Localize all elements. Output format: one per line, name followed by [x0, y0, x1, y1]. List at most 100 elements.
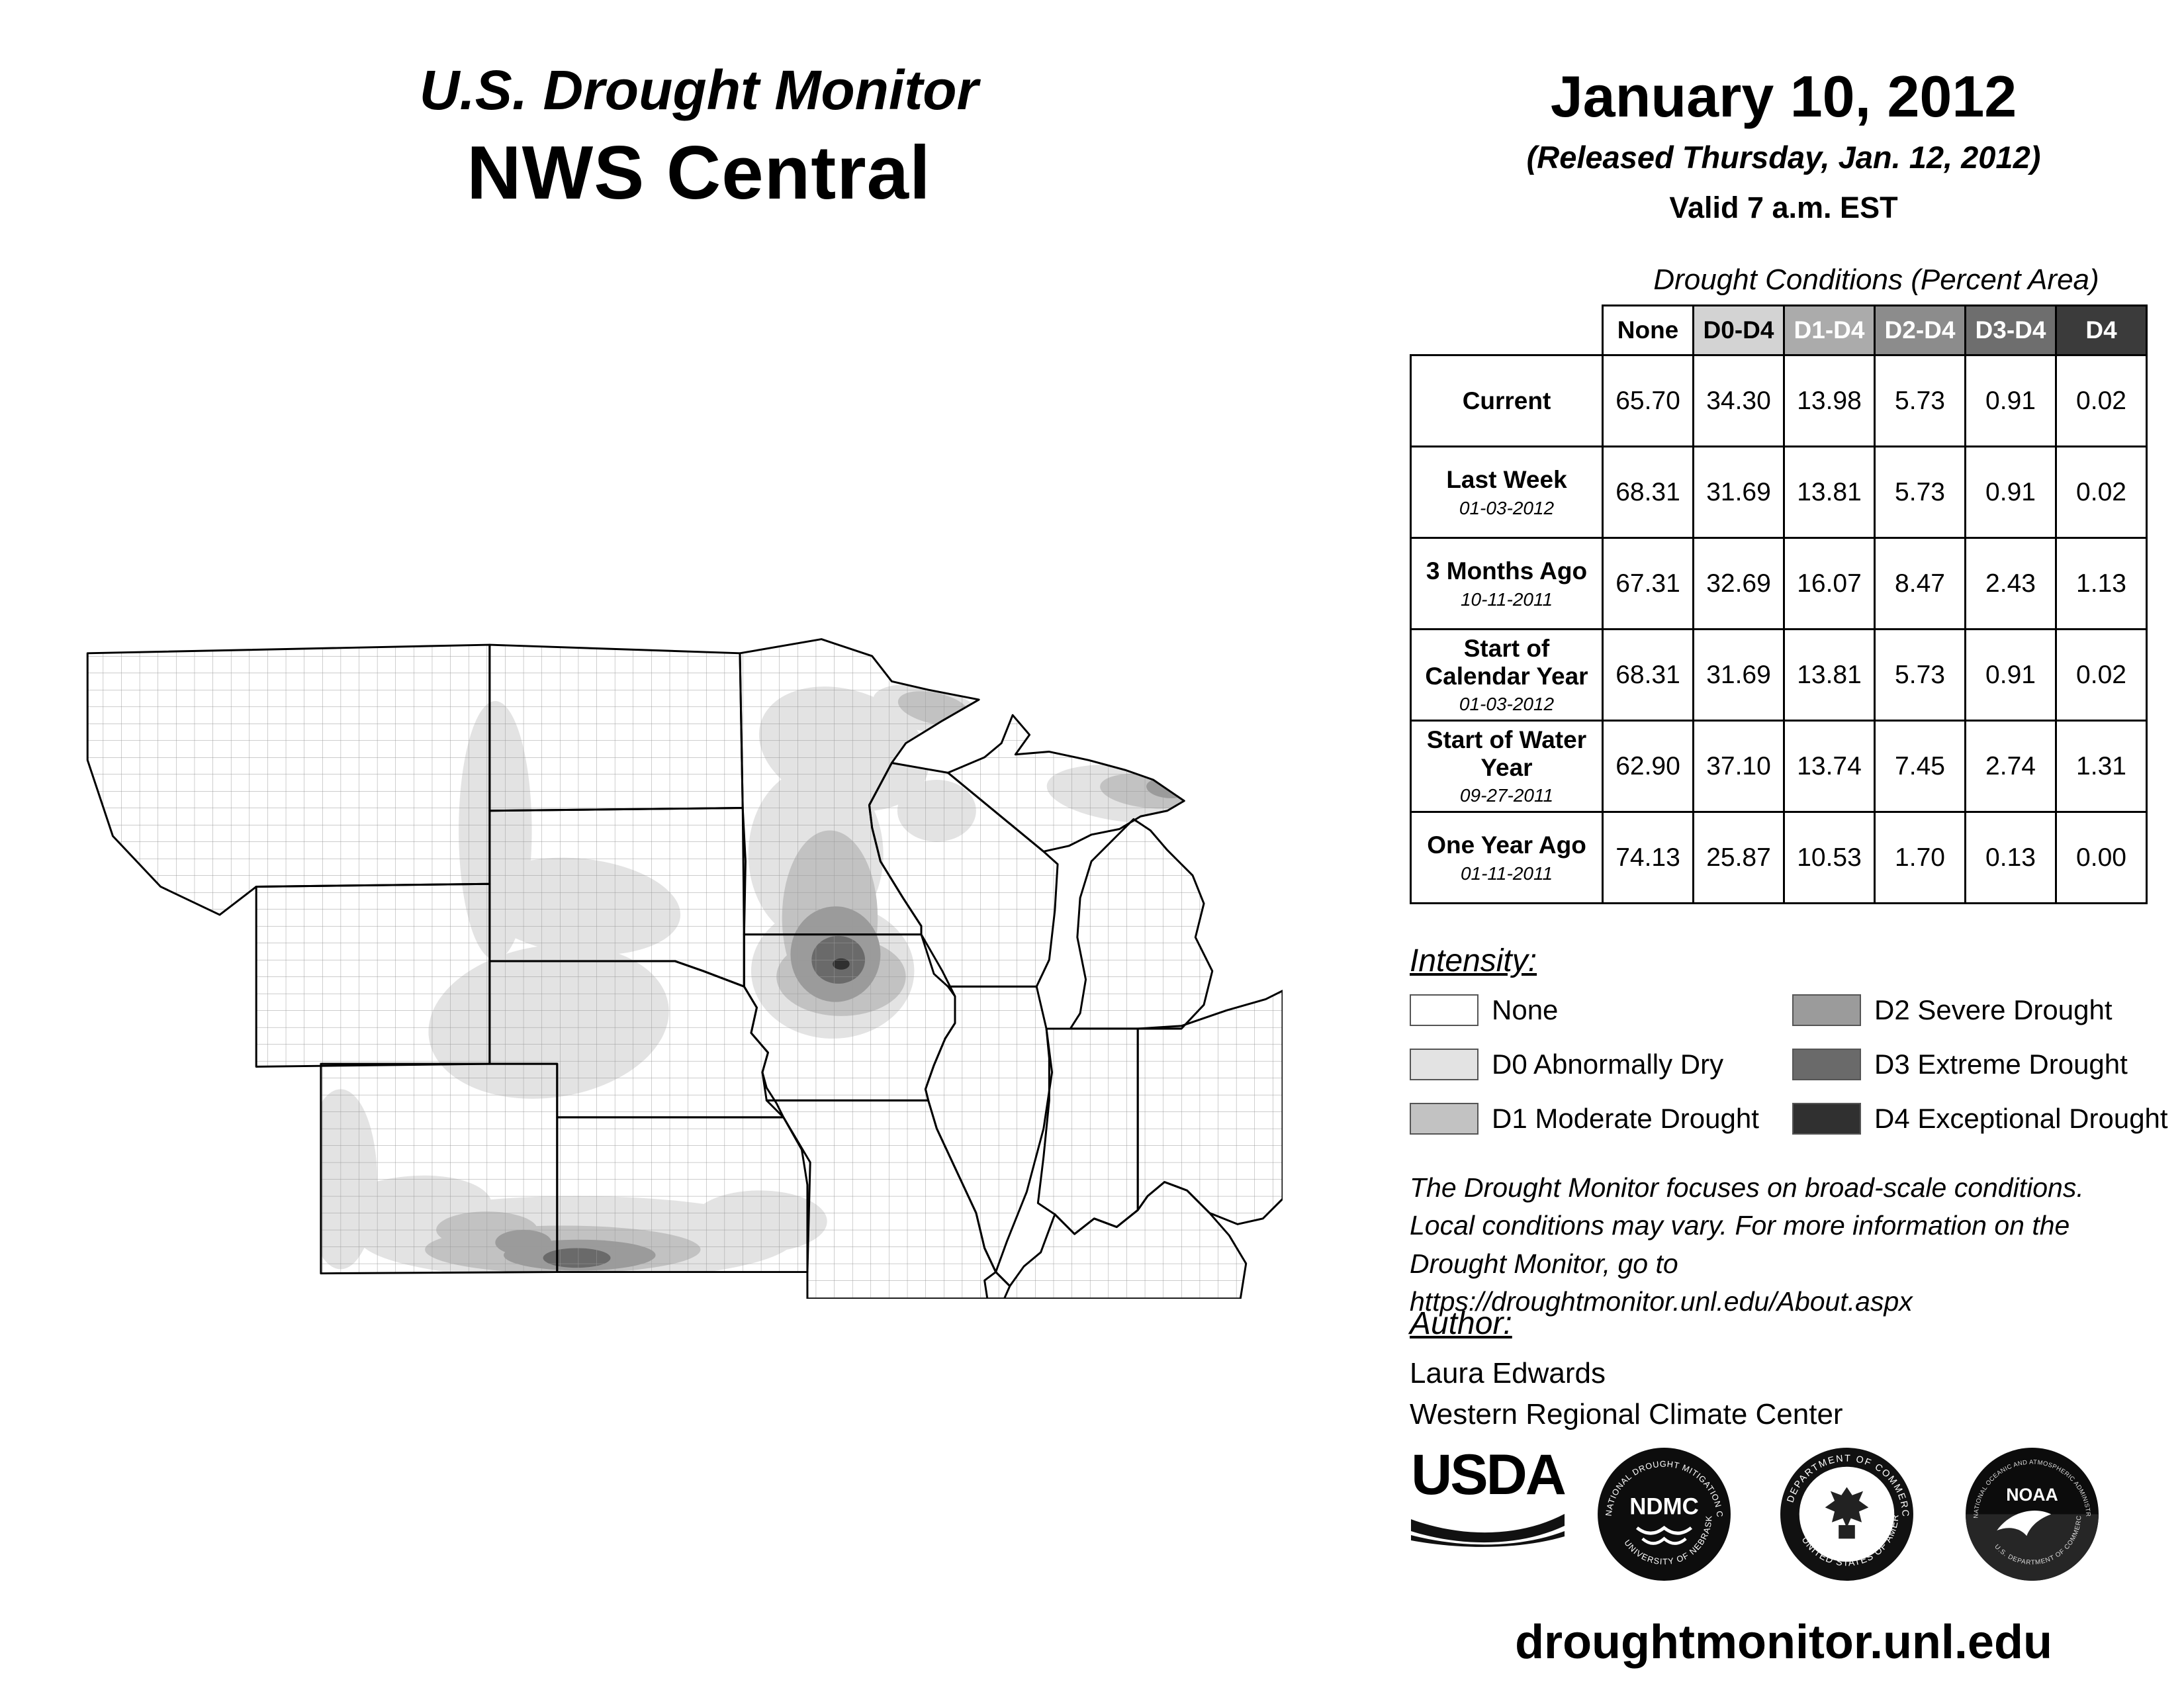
table-caption: Drought Conditions (Percent Area) [1653, 263, 2099, 296]
value-cell: 13.74 [1783, 720, 1876, 813]
value-cell: 5.73 [1874, 628, 1966, 722]
table-row: Start of Water Year 09-27-2011 62.90 37.… [1410, 720, 2148, 813]
usda-wordmark: USDA [1411, 1443, 1567, 1507]
row-label-cell: 3 Months Ago 10-11-2011 [1410, 537, 1604, 630]
usda-logo: USDA [1408, 1446, 1567, 1553]
county-grid-overlay [87, 639, 1283, 1299]
legend-item: D2 Severe Drought [1792, 994, 2113, 1026]
footer-url: droughtmonitor.unl.edu [1515, 1616, 2052, 1669]
value-cell: 5.73 [1874, 445, 1966, 539]
drought-map-svg [86, 638, 1284, 1300]
legend-swatch-4 [1792, 1049, 1861, 1080]
table-row: Start of Calendar Year 01-03-2012 68.31 … [1410, 628, 2148, 722]
ndmc-wordmark: NDMC [1629, 1494, 1698, 1520]
value-cell: 8.47 [1874, 537, 1966, 630]
value-cell: 7.45 [1874, 720, 1966, 813]
row-label: Last Week [1446, 466, 1567, 494]
value-cell: 2.74 [1964, 720, 2057, 813]
table-row: One Year Ago 01-11-2011 74.13 25.87 10.5… [1410, 811, 2148, 904]
valid-time: Valid 7 a.m. EST [1669, 191, 1898, 224]
value-cell: 34.30 [1692, 354, 1785, 447]
noaa-logo: NATIONAL OCEANIC AND ATMOSPHERIC ADMINIS… [1962, 1440, 2100, 1585]
value-cell: 16.07 [1783, 537, 1876, 630]
intensity-heading: Intensity: [1410, 943, 1537, 978]
drought-map [85, 622, 1284, 1302]
disclaimer-line: Local conditions may vary. For more info… [1410, 1210, 2070, 1241]
value-cell: 13.81 [1783, 628, 1876, 722]
legend-label: D2 Severe Drought [1874, 994, 2113, 1025]
author-name: Laura Edwards [1410, 1357, 1606, 1389]
author-affiliation: Western Regional Climate Center [1410, 1398, 1843, 1430]
row-date: 01-03-2012 [1459, 497, 1555, 518]
legend-label: D1 Moderate Drought [1492, 1103, 1759, 1134]
value-cell: 5.73 [1874, 354, 1966, 447]
value-cell: 25.87 [1692, 811, 1785, 904]
legend-label: D0 Abnormally Dry [1492, 1049, 1724, 1080]
col-head-2: D1-D4 [1783, 305, 1876, 356]
value-cell: 0.13 [1964, 811, 2057, 904]
value-cell: 10.53 [1783, 811, 1876, 904]
col-head-3: D2-D4 [1874, 305, 1966, 356]
page-title: U.S. Drought Monitor [419, 59, 979, 121]
value-cell: 0.91 [1964, 445, 2057, 539]
value-cell: 1.13 [2055, 537, 2148, 630]
value-cell: 0.02 [2055, 445, 2148, 539]
value-cell: 2.43 [1964, 537, 2057, 630]
row-label-cell: Last Week 01-03-2012 [1410, 445, 1604, 539]
commerce-seal: DEPARTMENT OF COMMERCE UNITED STATES OF … [1775, 1438, 1915, 1585]
col-head-0: None [1602, 305, 1694, 356]
noaa-wordmark: NOAA [2006, 1485, 2058, 1505]
row-date: 01-03-2012 [1459, 694, 1555, 715]
row-label-cell: Start of Water Year 09-27-2011 [1410, 720, 1604, 813]
legend-label: D4 Exceptional Drought [1874, 1103, 2168, 1134]
legend-swatch-3 [1792, 994, 1861, 1026]
value-cell: 13.81 [1783, 445, 1876, 539]
value-cell: 0.91 [1964, 628, 2057, 722]
value-cell: 31.69 [1692, 445, 1785, 539]
disclaimer-text: The Drought Monitor focuses on broad-sca… [1410, 1169, 2184, 1321]
legend-swatch-2 [1410, 1103, 1479, 1135]
legend-swatch-0 [1410, 994, 1479, 1026]
legend-label: D3 Extreme Drought [1874, 1049, 2128, 1080]
legend-item: D4 Exceptional Drought [1792, 1103, 2168, 1135]
row-label-cell: Current [1410, 354, 1604, 447]
drought-conditions-table: None D0-D4 D1-D4 D2-D4 D3-D4 D4 Current … [1410, 305, 2148, 904]
table-header-row: None D0-D4 D1-D4 D2-D4 D3-D4 D4 [1410, 305, 2148, 356]
logo-row: USDA NATIONAL DROUGHT MITIGATION CENTER … [1403, 1438, 2158, 1599]
value-cell: 62.90 [1602, 720, 1694, 813]
region-title: NWS Central [467, 131, 931, 215]
value-cell: 13.98 [1783, 354, 1876, 447]
value-cell: 1.31 [2055, 720, 2148, 813]
legend-label: None [1492, 994, 1559, 1025]
row-date: 09-27-2011 [1459, 785, 1554, 806]
ndmc-logo: NATIONAL DROUGHT MITIGATION CENTER UNIVE… [1593, 1439, 1732, 1585]
usda-swoosh [1411, 1514, 1565, 1547]
value-cell: 0.02 [2055, 628, 2148, 722]
row-label: Current [1462, 387, 1551, 414]
value-cell: 74.13 [1602, 811, 1694, 904]
table-row: Last Week 01-03-2012 68.31 31.69 13.81 5… [1410, 445, 2148, 539]
table-row: Current 65.70 34.30 13.98 5.73 0.91 0.02 [1410, 354, 2148, 447]
value-cell: 37.10 [1692, 720, 1785, 813]
value-cell: 68.31 [1602, 445, 1694, 539]
row-label: One Year Ago [1427, 831, 1586, 859]
released-date: (Released Thursday, Jan. 12, 2012) [1526, 140, 2041, 175]
col-head-4: D3-D4 [1964, 305, 2057, 356]
value-cell: 68.31 [1602, 628, 1694, 722]
author-heading: Author: [1410, 1306, 1512, 1341]
table-row: 3 Months Ago 10-11-2011 67.31 32.69 16.0… [1410, 537, 2148, 630]
legend-swatch-1 [1410, 1049, 1479, 1080]
col-head-1: D0-D4 [1692, 305, 1785, 356]
doc-eagle-emblem [1825, 1487, 1869, 1539]
row-label-cell: Start of Calendar Year 01-03-2012 [1410, 628, 1604, 722]
row-date: 10-11-2011 [1460, 588, 1553, 610]
row-label-cell: One Year Ago 01-11-2011 [1410, 811, 1604, 904]
noaa-gull [1997, 1510, 2052, 1536]
disclaimer-line: The Drought Monitor focuses on broad-sca… [1410, 1172, 2084, 1203]
row-date: 01-11-2011 [1460, 863, 1553, 884]
legend-swatch-5 [1792, 1103, 1861, 1135]
legend-item: D1 Moderate Drought [1410, 1103, 1759, 1135]
value-cell: 67.31 [1602, 537, 1694, 630]
row-label: 3 Months Ago [1426, 557, 1588, 585]
disclaimer-line: Drought Monitor, go to https://droughtmo… [1410, 1248, 1913, 1317]
